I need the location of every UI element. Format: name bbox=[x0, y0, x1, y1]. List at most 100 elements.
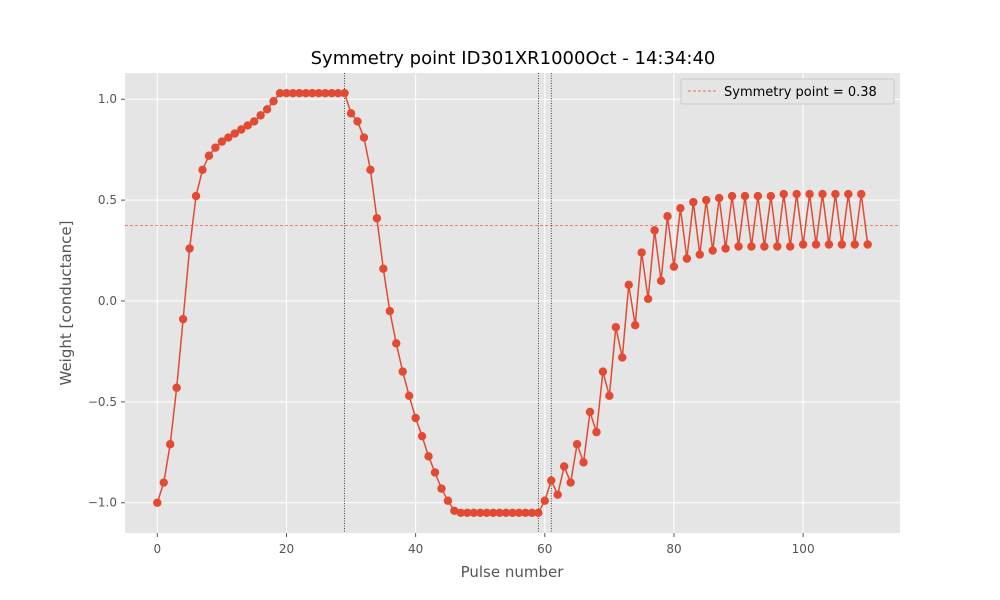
data-point bbox=[482, 508, 491, 518]
data-point bbox=[805, 189, 814, 199]
y-axis-ticks: 1.0 0.5 0.0 −0.5 −1.0 bbox=[88, 92, 125, 510]
data-point bbox=[308, 88, 317, 98]
data-point bbox=[476, 508, 485, 518]
data-point bbox=[708, 246, 717, 255]
x-axis-ticks: 0 20 40 60 80 100 bbox=[153, 533, 815, 556]
chart-title: Symmetry point ID301XR1000Oct - 14:34:40 bbox=[311, 48, 716, 69]
data-point bbox=[269, 97, 278, 106]
y-tick-label: 0.0 bbox=[98, 294, 117, 308]
data-point bbox=[385, 306, 394, 316]
data-point bbox=[773, 242, 782, 251]
y-tick-label: −0.5 bbox=[88, 395, 117, 409]
data-point bbox=[540, 496, 549, 505]
data-point bbox=[230, 129, 239, 138]
data-point bbox=[637, 248, 646, 257]
data-point bbox=[618, 353, 627, 362]
data-point bbox=[346, 109, 356, 118]
data-point bbox=[798, 240, 808, 249]
data-point bbox=[857, 189, 866, 199]
vertical-markers bbox=[344, 73, 552, 533]
data-point bbox=[237, 125, 246, 134]
data-point bbox=[663, 212, 672, 221]
data-point bbox=[392, 339, 401, 348]
data-point bbox=[766, 191, 776, 201]
data-point bbox=[243, 121, 252, 130]
data-point bbox=[592, 427, 601, 437]
data-point bbox=[488, 508, 498, 518]
data-point bbox=[379, 264, 388, 273]
data-point bbox=[643, 294, 653, 304]
data-point bbox=[740, 191, 750, 201]
legend-label: Symmetry point = 0.38 bbox=[724, 85, 877, 100]
data-point bbox=[521, 508, 530, 518]
data-point bbox=[178, 314, 188, 324]
data-point bbox=[314, 88, 323, 98]
data-point bbox=[831, 189, 840, 199]
x-tick-label: 80 bbox=[666, 542, 681, 556]
data-point bbox=[676, 203, 685, 213]
x-axis-label: Pulse number bbox=[461, 563, 565, 581]
data-point bbox=[734, 242, 743, 251]
data-point bbox=[669, 262, 679, 271]
data-point bbox=[579, 458, 588, 467]
data-point bbox=[366, 165, 375, 175]
data-point bbox=[863, 240, 872, 249]
data-point bbox=[650, 226, 659, 235]
data-point bbox=[527, 508, 537, 518]
data-point bbox=[469, 508, 478, 518]
data-point bbox=[249, 117, 259, 126]
data-point bbox=[430, 468, 440, 477]
data-point bbox=[198, 165, 207, 175]
data-point bbox=[463, 508, 472, 518]
data-point bbox=[495, 508, 504, 518]
data-point bbox=[547, 476, 556, 485]
data-point bbox=[166, 440, 175, 449]
data-point bbox=[631, 320, 640, 330]
data-point bbox=[321, 88, 330, 98]
data-point bbox=[295, 88, 304, 98]
data-point bbox=[721, 244, 730, 253]
legend-box bbox=[680, 78, 895, 105]
data-point bbox=[656, 276, 666, 286]
x-tick-label: 0 bbox=[153, 542, 161, 556]
y-tick-label: 1.0 bbox=[98, 92, 117, 106]
x-tick-label: 40 bbox=[408, 542, 423, 556]
data-point bbox=[282, 88, 291, 98]
data-point bbox=[443, 496, 453, 505]
data-point bbox=[153, 498, 162, 507]
data-point bbox=[424, 452, 433, 461]
y-tick-label: 0.5 bbox=[98, 193, 117, 207]
data-point bbox=[844, 189, 853, 199]
data-point bbox=[398, 367, 407, 376]
data-point bbox=[256, 111, 265, 120]
data-point bbox=[559, 462, 569, 471]
data-point bbox=[191, 191, 201, 201]
data-point bbox=[185, 244, 194, 253]
data-point bbox=[275, 88, 285, 98]
data-point bbox=[566, 478, 575, 487]
data-point bbox=[534, 508, 543, 518]
data-point bbox=[611, 323, 621, 332]
data-point bbox=[786, 242, 795, 251]
series-group bbox=[153, 88, 872, 518]
data-point bbox=[689, 197, 698, 207]
data-point bbox=[404, 391, 414, 401]
data-point bbox=[159, 478, 168, 487]
data-point bbox=[450, 506, 459, 516]
data-point bbox=[514, 508, 524, 518]
data-point bbox=[327, 88, 336, 98]
data-point bbox=[359, 133, 369, 142]
data-point bbox=[417, 431, 427, 441]
data-point bbox=[682, 254, 692, 263]
data-point bbox=[353, 117, 362, 126]
data-point bbox=[333, 88, 343, 98]
data-point bbox=[714, 193, 724, 203]
data-point bbox=[598, 367, 608, 376]
data-point bbox=[624, 280, 633, 290]
data-point bbox=[204, 151, 214, 160]
x-tick-label: 100 bbox=[792, 542, 815, 556]
y-axis-label: Weight [conductance] bbox=[57, 221, 75, 386]
data-point bbox=[702, 195, 711, 205]
data-point bbox=[501, 508, 511, 518]
